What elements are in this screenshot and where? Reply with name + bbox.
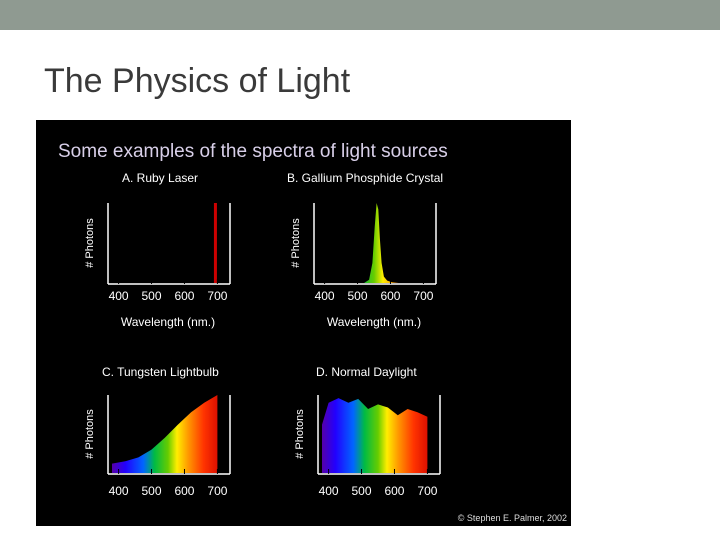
panel-c-title: C. Tungsten Lightbulb <box>102 365 219 379</box>
panel-b-tick-label-700: 700 <box>413 289 433 303</box>
spectra-figure-svg: Some examples of the spectra of light so… <box>58 141 567 523</box>
panel-b-title: B. Gallium Phosphide Crystal <box>287 171 443 185</box>
panel-c-tick-label-600: 600 <box>174 484 194 498</box>
slide-title: The Physics of Light <box>44 62 351 100</box>
panel-d-spectrum-area <box>322 398 428 473</box>
panel-d-tick-label-400: 400 <box>319 484 339 498</box>
panel-a-tick-label-700: 700 <box>207 289 227 303</box>
panel-c-tick-label-700: 700 <box>207 484 227 498</box>
panel-d-tick-label-700: 700 <box>417 484 437 498</box>
panel-a-xlabel: Wavelength (nm.) <box>121 315 215 329</box>
panel-d-ylabel: # Photons <box>294 409 306 459</box>
panel-c-tick-label-500: 500 <box>142 484 162 498</box>
panel-a-tick-label-400: 400 <box>109 289 129 303</box>
panel-c-spectrum-area <box>112 395 218 473</box>
panel-b-ylabel: # Photons <box>290 218 302 268</box>
panel-d-tick-label-600: 600 <box>384 484 404 498</box>
panel-a-ylabel: # Photons <box>84 218 96 268</box>
figure-heading: Some examples of the spectra of light so… <box>58 141 448 162</box>
panel-b-tick-label-500: 500 <box>348 289 368 303</box>
panel-c-tick-label-400: 400 <box>109 484 129 498</box>
panel-a-tick-label-500: 500 <box>142 289 162 303</box>
panel-c-ylabel: # Photons <box>84 409 96 459</box>
spectra-figure: Some examples of the spectra of light so… <box>36 120 571 526</box>
panel-b-xlabel: Wavelength (nm.) <box>327 315 421 329</box>
panel-a-title: A. Ruby Laser <box>122 171 198 185</box>
slide-top-bar <box>0 0 720 30</box>
panel-d-title: D. Normal Daylight <box>316 365 417 379</box>
panel-b-tick-label-400: 400 <box>315 289 335 303</box>
panel-b-tick-label-600: 600 <box>380 289 400 303</box>
figure-copyright: © Stephen E. Palmer, 2002 <box>458 513 567 523</box>
panel-a-tick-label-600: 600 <box>174 289 194 303</box>
panel-d-tick-label-500: 500 <box>352 484 372 498</box>
panel-b-spectrum-area <box>364 203 399 283</box>
